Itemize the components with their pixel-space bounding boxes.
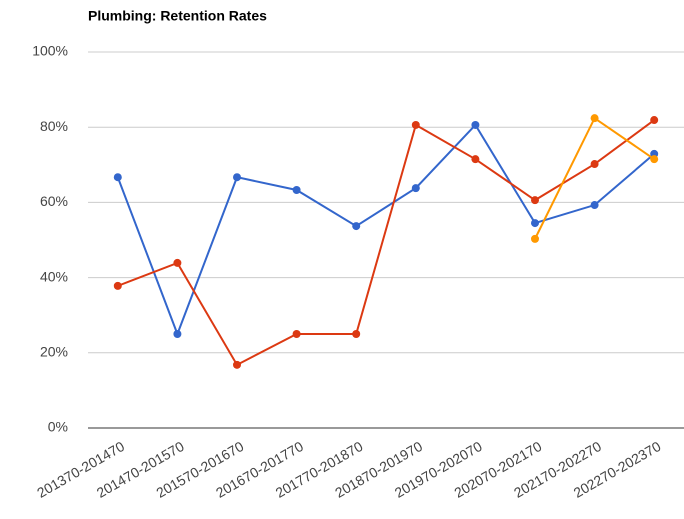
series-line [534,116,655,240]
y-tick-label: 20% [40,344,68,360]
point [113,173,122,182]
point [292,330,301,338]
point [173,330,182,338]
point [650,155,659,164]
series-line [116,123,655,337]
point [352,222,361,231]
y-tick-label: 40% [40,268,68,284]
point [531,234,539,243]
chart-title: Plumbing: Retention Rates [88,8,267,24]
series-line [117,119,655,367]
y-tick-label: 0% [48,419,68,435]
point [650,116,659,125]
point [233,360,241,369]
point [292,185,301,194]
point [590,114,599,123]
point [471,120,480,129]
y-tick-label: 100% [32,43,68,59]
y-tick-label: 60% [40,193,68,209]
point [411,120,420,129]
y-tick-label: 80% [40,118,68,134]
point [590,160,599,169]
point [531,219,539,228]
point [113,281,122,290]
point [233,173,241,182]
point [590,201,599,210]
point [411,184,420,193]
point [352,330,361,338]
point [471,155,480,164]
point [531,196,539,205]
point [173,258,182,267]
